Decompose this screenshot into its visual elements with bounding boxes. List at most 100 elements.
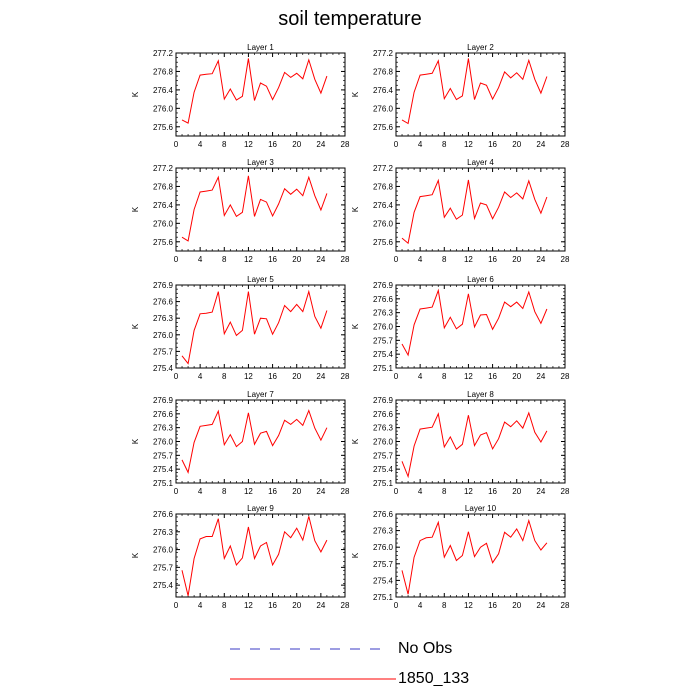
y-axis-label: K <box>131 552 140 558</box>
plot-frame <box>395 52 566 137</box>
y-tick-label: 276.0 <box>373 219 394 228</box>
y-tick-label: 276.9 <box>153 396 174 405</box>
x-tick-label: 24 <box>316 372 325 381</box>
x-tick-label: 16 <box>488 487 497 496</box>
x-tick-label: 28 <box>561 140 570 149</box>
chart-panel-2: Layer 2 K 0 4 8 12 16 20 24 28 275.6 276.0 276.4 276.… <box>351 43 570 149</box>
panel-title: Layer 8 <box>467 390 494 399</box>
x-tick-label: 8 <box>222 372 227 381</box>
x-tick-label: 12 <box>244 372 253 381</box>
x-tick-label: 20 <box>292 255 301 264</box>
legend-swatch-dashed <box>230 648 388 650</box>
x-tick-label: 0 <box>394 255 399 264</box>
y-tick-label: 276.8 <box>153 67 174 76</box>
x-tick-label: 4 <box>198 372 203 381</box>
x-tick-label: 24 <box>536 255 545 264</box>
y-axis-label: K <box>351 323 360 329</box>
x-tick-label: 28 <box>341 601 350 610</box>
x-tick-label: 4 <box>198 255 203 264</box>
x-tick-label: 24 <box>316 255 325 264</box>
y-tick-label: 275.4 <box>373 350 394 359</box>
y-tick-label: 276.4 <box>153 201 174 210</box>
x-tick-label: 28 <box>341 372 350 381</box>
y-tick-label: 277.2 <box>373 49 394 58</box>
x-tick-label: 4 <box>418 487 423 496</box>
legend-label: 1850_133 <box>398 670 470 687</box>
plot-frame <box>395 513 566 598</box>
chart-panel-10: Layer 10 K 0 4 8 12 16 20 24 28 275.1 275.4 275.7 276… <box>351 504 570 610</box>
plot-frame <box>175 52 346 137</box>
y-tick-label: 277.2 <box>153 49 174 58</box>
y-tick-label: 276.3 <box>153 424 174 433</box>
x-tick-label: 28 <box>341 255 350 264</box>
x-tick-label: 24 <box>316 487 325 496</box>
chart-panel-8: Layer 8 K 0 4 8 12 16 20 24 28 275.1 275.4 275.7 276.… <box>351 390 570 496</box>
y-tick-label: 276.8 <box>373 182 394 191</box>
y-axis-label: K <box>131 91 140 97</box>
y-tick-label: 275.7 <box>153 451 174 460</box>
legend-swatch-solid <box>230 678 396 680</box>
x-tick-label: 0 <box>174 487 179 496</box>
x-tick-label: 8 <box>442 601 447 610</box>
x-tick-label: 12 <box>244 601 253 610</box>
x-tick-label: 4 <box>198 601 203 610</box>
x-tick-label: 8 <box>222 487 227 496</box>
x-tick-label: 16 <box>268 140 277 149</box>
x-tick-label: 4 <box>198 487 203 496</box>
y-tick-label: 276.0 <box>153 219 174 228</box>
x-tick-label: 4 <box>418 140 423 149</box>
x-tick-label: 20 <box>292 140 301 149</box>
x-tick-label: 0 <box>394 487 399 496</box>
x-tick-label: 8 <box>442 487 447 496</box>
y-tick-label: 276.6 <box>153 510 174 519</box>
panel-title: Layer 3 <box>247 158 274 167</box>
y-tick-label: 275.4 <box>153 581 174 590</box>
x-tick-label: 16 <box>488 140 497 149</box>
y-tick-label: 276.0 <box>153 546 174 555</box>
y-tick-label: 275.1 <box>373 479 394 488</box>
x-tick-label: 12 <box>244 140 253 149</box>
plot-frame <box>395 399 566 484</box>
x-tick-label: 0 <box>174 372 179 381</box>
plot-frame <box>395 284 566 369</box>
x-tick-label: 20 <box>512 601 521 610</box>
y-tick-label: 276.8 <box>373 67 394 76</box>
y-axis-label: K <box>351 438 360 444</box>
x-tick-label: 0 <box>394 372 399 381</box>
y-tick-label: 276.4 <box>153 86 174 95</box>
y-tick-label: 276.0 <box>153 104 174 113</box>
series-line <box>401 178 548 245</box>
x-tick-label: 24 <box>316 140 325 149</box>
y-tick-label: 275.6 <box>153 123 174 132</box>
y-tick-label: 276.9 <box>373 281 394 290</box>
x-tick-label: 8 <box>222 255 227 264</box>
y-axis-label: K <box>131 438 140 444</box>
x-tick-label: 16 <box>268 372 277 381</box>
y-tick-label: 276.0 <box>153 438 174 447</box>
x-tick-label: 16 <box>488 601 497 610</box>
x-tick-label: 12 <box>464 372 473 381</box>
y-tick-label: 275.7 <box>373 560 394 569</box>
y-tick-label: 276.3 <box>373 309 394 318</box>
y-tick-label: 275.1 <box>153 479 174 488</box>
x-tick-label: 4 <box>198 140 203 149</box>
y-tick-label: 276.6 <box>153 298 174 307</box>
chart-panel-3: Layer 3 K 0 4 8 12 16 20 24 28 275.6 276.0 276.4 276.… <box>131 158 350 264</box>
x-tick-label: 20 <box>512 487 521 496</box>
x-tick-label: 28 <box>561 372 570 381</box>
y-tick-label: 275.4 <box>373 576 394 585</box>
y-tick-label: 276.0 <box>373 104 394 113</box>
y-tick-label: 275.4 <box>153 364 174 373</box>
y-tick-label: 276.3 <box>373 527 394 536</box>
y-tick-label: 276.0 <box>373 323 394 332</box>
y-axis-label: K <box>131 323 140 329</box>
panel-title: Layer 1 <box>247 43 274 52</box>
series-line <box>401 518 548 595</box>
y-axis-label: K <box>351 552 360 558</box>
y-tick-label: 276.6 <box>373 510 394 519</box>
y-tick-label: 276.0 <box>373 543 394 552</box>
x-tick-label: 0 <box>394 601 399 610</box>
x-tick-label: 8 <box>442 140 447 149</box>
x-tick-label: 8 <box>442 255 447 264</box>
page-title: soil temperature <box>278 8 422 30</box>
